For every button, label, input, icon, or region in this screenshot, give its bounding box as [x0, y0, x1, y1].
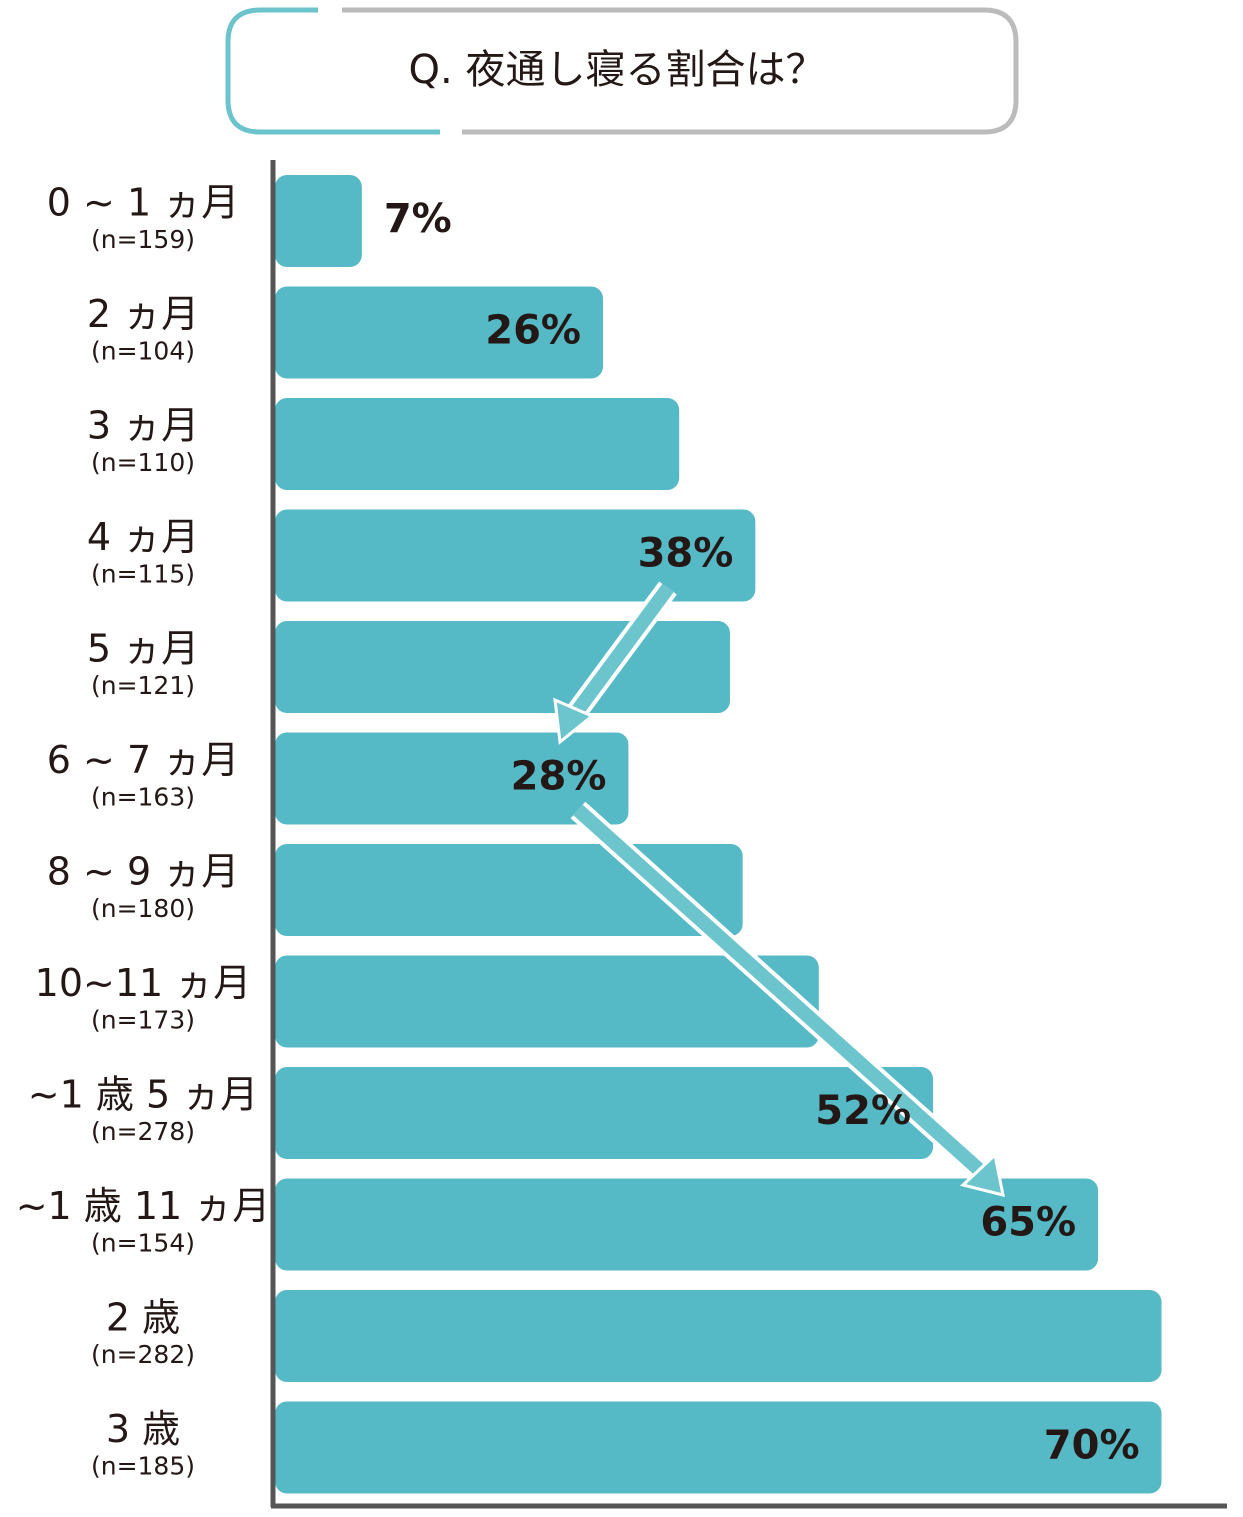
- bar: [275, 175, 362, 267]
- category-note: (n=185): [91, 1452, 195, 1481]
- category-label: 10~11 ヵ月: [35, 961, 252, 1005]
- chart-title: Q. 夜通し寝る割合は？: [409, 47, 826, 93]
- category-note: (n=173): [91, 1006, 195, 1035]
- category-label: 0 ~ 1 ヵ月: [47, 181, 239, 225]
- value-label: 52%: [815, 1088, 911, 1134]
- category-note: (n=104): [91, 337, 195, 366]
- category-note: (n=180): [91, 894, 195, 923]
- bar: [275, 732, 629, 825]
- category-label: ~1 歳 5 ヵ月: [28, 1073, 258, 1117]
- bar: [275, 1067, 934, 1159]
- category-note: (n=154): [91, 1229, 195, 1258]
- category-label: 8 ~ 9 ヵ月: [47, 850, 239, 894]
- category-label: 5 ヵ月: [87, 627, 199, 671]
- category-note: (n=282): [91, 1340, 195, 1369]
- value-label: 26%: [485, 308, 581, 354]
- value-label: 65%: [980, 1200, 1076, 1246]
- bar: [275, 1401, 1162, 1494]
- title-frame: [225, 7, 440, 135]
- category-note: (n=121): [91, 671, 195, 700]
- trend-arrows: [553, 581, 1005, 1198]
- bar: [275, 1178, 1099, 1271]
- category-note: (n=115): [91, 560, 195, 589]
- bar: [275, 955, 819, 1048]
- category-label: ~1 歳 11 ヵ月: [16, 1184, 271, 1228]
- bar: [275, 1290, 1162, 1382]
- bar: [275, 398, 680, 490]
- category-note: (n=159): [91, 225, 195, 254]
- category-label: 3 歳: [106, 1407, 180, 1451]
- value-label: 70%: [1044, 1423, 1140, 1469]
- category-label: 2 歳: [106, 1296, 180, 1340]
- bar: [275, 621, 730, 713]
- category-label: 2 ヵ月: [87, 292, 199, 336]
- category-note: (n=163): [91, 783, 195, 812]
- category-note: (n=110): [91, 448, 195, 477]
- value-label: 28%: [511, 754, 607, 800]
- title-frame: [342, 7, 1019, 135]
- bar: [275, 286, 604, 379]
- value-label: 38%: [638, 531, 734, 577]
- category-label: 3 ヵ月: [87, 404, 199, 448]
- value-label: 7%: [384, 196, 452, 242]
- category-note: (n=278): [91, 1117, 195, 1146]
- category-label: 4 ヵ月: [87, 515, 199, 559]
- bar: [275, 509, 756, 602]
- category-label: 6 ~ 7 ヵ月: [47, 738, 239, 782]
